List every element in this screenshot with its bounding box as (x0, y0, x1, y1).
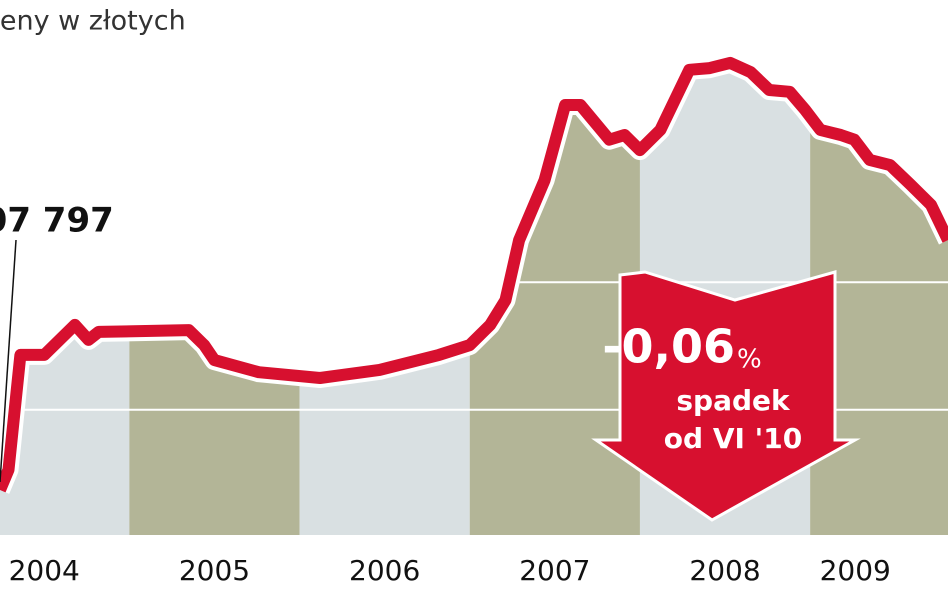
x-tick-label: 2004 (9, 554, 80, 587)
start-label: 107 797 (0, 201, 114, 241)
year-band (129, 62, 300, 535)
x-tick-label: 2008 (689, 554, 760, 587)
arrow-line1: spadek (676, 384, 791, 417)
arrow-annotation: -0,06 % spadek od VI '10 (591, 270, 861, 522)
subtitle: ceny w złotych (0, 6, 186, 37)
arrow-shape (591, 270, 861, 522)
x-tick-label: 2009 (820, 554, 891, 587)
arrow-value: -0,06 (602, 320, 735, 374)
price-line (0, 56, 948, 493)
arrow-unit: % (737, 345, 762, 375)
lines (0, 52, 948, 494)
arrow-line2: od VI '10 (664, 422, 802, 455)
x-tick-label: 2007 (519, 554, 590, 587)
x-tick-label: 2005 (179, 554, 250, 587)
year-band (299, 62, 470, 535)
x-tick-label: 2006 (349, 554, 420, 587)
leader-line (0, 239, 17, 483)
year-band (469, 62, 640, 535)
